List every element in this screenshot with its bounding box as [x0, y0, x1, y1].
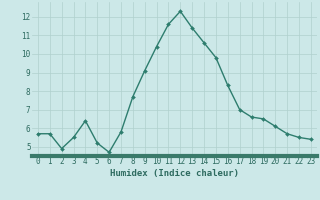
X-axis label: Humidex (Indice chaleur): Humidex (Indice chaleur) — [110, 169, 239, 178]
